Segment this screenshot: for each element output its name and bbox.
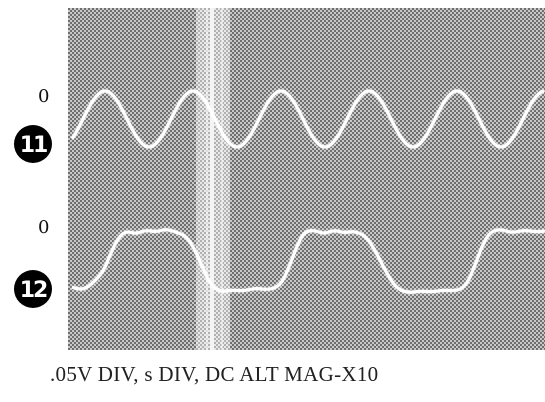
trace-12-waveform (71, 228, 545, 294)
badge-11: 11 (14, 125, 52, 163)
trace-11-waveform (70, 89, 545, 149)
zero-label-bottom: 0 (38, 217, 49, 238)
badge-11-number: 11 (20, 133, 47, 158)
zero-label-top: 0 (38, 86, 49, 107)
badge-12-number: 12 (20, 278, 47, 303)
badge-12: 12 (14, 270, 52, 308)
scope-settings-caption: .05V DIV, s DIV, DC ALT MAG-X10 (50, 362, 379, 386)
scope-screen (68, 8, 545, 350)
